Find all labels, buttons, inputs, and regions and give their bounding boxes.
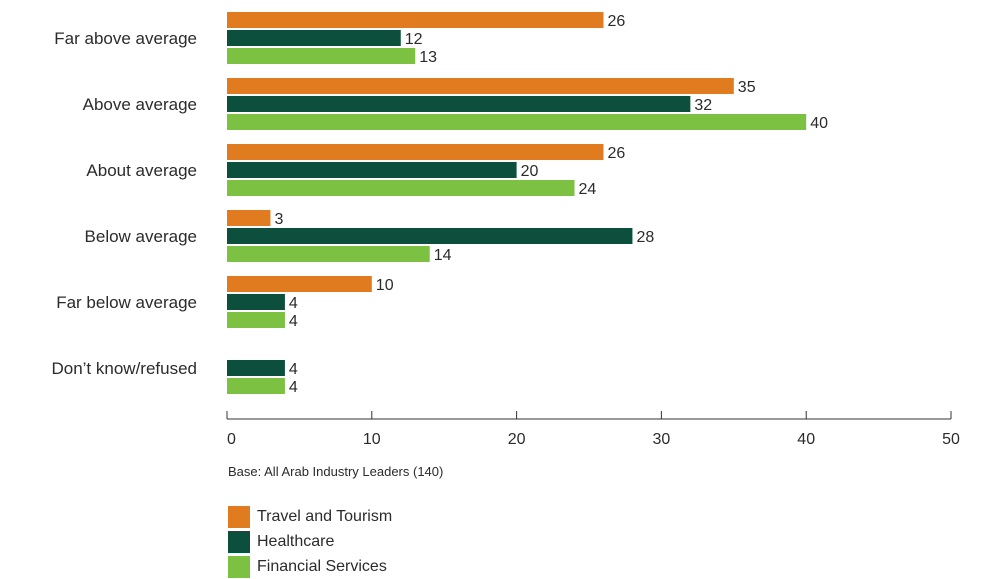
data-label: 28 [636, 229, 654, 246]
x-tick-label: 10 [363, 431, 381, 448]
data-label: 4 [289, 361, 298, 378]
data-label: 4 [289, 295, 298, 312]
bar-healthcare [227, 30, 401, 46]
data-label: 20 [521, 163, 539, 180]
x-tick-label: 40 [797, 431, 815, 448]
data-label: 40 [810, 115, 828, 132]
bar-healthcare [227, 162, 517, 178]
legend-swatch-travel [228, 505, 250, 528]
legend-label-healthcare: Healthcare [257, 532, 335, 550]
x-axis: 0 10 20 30 40 50 [226, 411, 960, 448]
bar-financial [227, 114, 807, 130]
data-label: 13 [419, 49, 437, 66]
category-label: Above average [83, 95, 197, 114]
legend-label-financial: Financial Services [257, 557, 387, 575]
category-label: Far above average [54, 29, 197, 48]
legend-item-financial: Financial Services [228, 554, 392, 579]
legend-swatch-financial [228, 555, 250, 578]
legend: Travel and Tourism Healthcare Financial … [228, 504, 392, 579]
bar-healthcare [227, 96, 691, 112]
category-label: Far below average [56, 293, 197, 312]
data-label: 10 [376, 277, 394, 294]
bar-travel [227, 78, 734, 94]
data-label: 35 [738, 79, 756, 96]
bar-travel [227, 144, 604, 160]
bar-financial [227, 378, 285, 394]
data-label: 14 [434, 247, 452, 264]
bar-financial [227, 246, 430, 262]
legend-item-travel: Travel and Tourism [228, 504, 392, 529]
legend-swatch-healthcare [228, 530, 250, 553]
legend-label-travel: Travel and Tourism [257, 507, 393, 525]
x-tick-label: 50 [942, 431, 960, 448]
bar-financial [227, 312, 285, 328]
data-label: 4 [289, 379, 298, 396]
category-label: About average [86, 161, 197, 180]
bar-financial [227, 180, 575, 196]
category-labels: Far above average Above average About aver… [51, 29, 197, 378]
data-label: 3 [274, 211, 283, 228]
bar-travel [227, 12, 604, 28]
data-label: 24 [579, 181, 597, 198]
bar-travel [227, 276, 372, 292]
data-label: 32 [694, 97, 712, 114]
x-tick-label: 0 [227, 431, 236, 448]
bar-healthcare [227, 294, 285, 310]
legend-item-healthcare: Healthcare [228, 529, 392, 554]
bar-healthcare [227, 360, 285, 376]
bar-financial [227, 48, 416, 64]
bar-travel [227, 210, 271, 226]
category-label: Don’t know/refused [51, 359, 197, 378]
base-note: Base: All Arab Industry Leaders (140) [228, 464, 444, 479]
x-tick-label: 30 [653, 431, 671, 448]
data-label: 12 [405, 31, 423, 48]
bar-healthcare [227, 228, 633, 244]
x-tick-label: 20 [508, 431, 526, 448]
data-label: 26 [607, 145, 625, 162]
category-label: Below average [85, 227, 197, 246]
data-label: 26 [607, 13, 625, 30]
data-label: 4 [289, 313, 298, 330]
